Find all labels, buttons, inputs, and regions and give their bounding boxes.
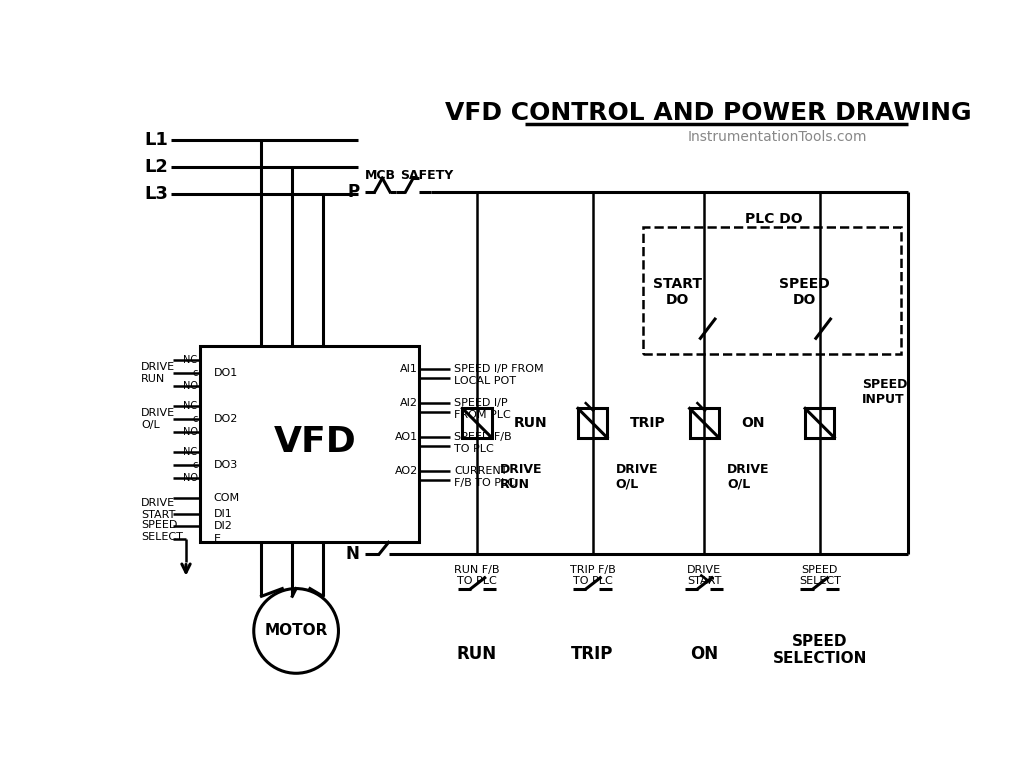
Text: RUN: RUN (514, 416, 548, 430)
Text: DRIVE
O/L: DRIVE O/L (141, 408, 175, 430)
Text: DO1: DO1 (214, 368, 238, 378)
Bar (578, 408, 607, 437)
Text: DI2: DI2 (214, 521, 232, 531)
Bar (643, 227, 900, 354)
Bar (805, 408, 835, 437)
Text: ON: ON (741, 416, 765, 430)
Text: ON: ON (690, 645, 718, 663)
Text: DRIVE
O/L: DRIVE O/L (727, 463, 770, 491)
Text: START
DO: START DO (652, 277, 701, 307)
Text: DO3: DO3 (214, 460, 238, 470)
Text: DRIVE
START: DRIVE START (687, 565, 721, 586)
Text: TRIP F/B
TO PLC: TRIP F/B TO PLC (569, 565, 615, 586)
Text: DRIVE
RUN: DRIVE RUN (500, 463, 543, 491)
Text: DO2: DO2 (214, 414, 239, 424)
Text: MOTOR: MOTOR (264, 624, 328, 638)
Text: TRIP: TRIP (571, 645, 613, 663)
Text: DRIVE
RUN: DRIVE RUN (141, 362, 175, 384)
Text: NC: NC (183, 447, 198, 457)
Bar (463, 408, 492, 437)
Text: P: P (347, 183, 359, 201)
Text: c: c (193, 414, 198, 424)
Text: NC: NC (183, 401, 198, 411)
Text: SPEED
INPUT: SPEED INPUT (862, 378, 907, 406)
Text: NO: NO (182, 427, 198, 437)
Text: SPEED
SELECTION: SPEED SELECTION (772, 634, 867, 666)
Bar (689, 408, 719, 437)
Text: AO2: AO2 (394, 466, 418, 476)
Text: E: E (214, 534, 221, 544)
Text: N: N (345, 545, 359, 563)
Text: NO: NO (182, 473, 198, 483)
Text: AI2: AI2 (399, 398, 418, 408)
Text: COM: COM (214, 493, 240, 503)
Text: RUN: RUN (457, 645, 497, 663)
Text: SPEED
SELECT: SPEED SELECT (141, 520, 183, 542)
Text: RUN F/B
TO PLC: RUN F/B TO PLC (455, 565, 500, 586)
Text: SPEED
DO: SPEED DO (779, 277, 829, 307)
Text: CURRENT
F/B TO PLC: CURRENT F/B TO PLC (454, 466, 515, 488)
Text: MCB: MCB (366, 169, 396, 182)
Text: c: c (193, 460, 198, 470)
Text: L1: L1 (144, 131, 168, 149)
Text: TRIP: TRIP (630, 416, 666, 430)
Text: SAFETY: SAFETY (400, 169, 454, 182)
Text: VFD: VFD (274, 425, 356, 460)
Text: NO: NO (182, 381, 198, 391)
Text: SPEED F/B
TO PLC: SPEED F/B TO PLC (454, 432, 512, 453)
Bar (200, 346, 419, 542)
Text: AI1: AI1 (400, 364, 418, 374)
Text: VFD CONTROL AND POWER DRAWING: VFD CONTROL AND POWER DRAWING (444, 101, 972, 126)
Text: L2: L2 (144, 158, 168, 175)
Text: InstrumentationTools.com: InstrumentationTools.com (687, 129, 867, 143)
Text: SPEED
SELECT: SPEED SELECT (799, 565, 841, 586)
Text: c: c (193, 368, 198, 378)
Text: AO1: AO1 (394, 432, 418, 442)
Text: DRIVE
START: DRIVE START (141, 499, 176, 520)
Text: DRIVE
O/L: DRIVE O/L (615, 463, 658, 491)
Text: PLC DO: PLC DO (744, 212, 803, 226)
Text: NC: NC (183, 355, 198, 365)
Text: DI1: DI1 (214, 509, 232, 519)
Text: L3: L3 (144, 185, 168, 202)
Text: SPEED I/P FROM
LOCAL POT: SPEED I/P FROM LOCAL POT (454, 365, 544, 386)
Text: SPEED I/P
FROM PLC: SPEED I/P FROM PLC (454, 398, 511, 420)
